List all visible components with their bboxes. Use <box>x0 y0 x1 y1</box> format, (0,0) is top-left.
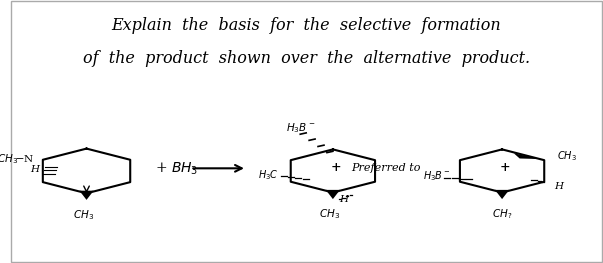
Text: $CH_3$: $CH_3$ <box>320 207 341 221</box>
Text: of  the  product  shown  over  the  alternative  product.: of the product shown over the alternativ… <box>83 50 530 67</box>
Text: $CH_?$: $CH_?$ <box>492 207 513 221</box>
Text: $CH_3$: $CH_3$ <box>73 208 94 221</box>
Text: $H_3B^-$: $H_3B^-$ <box>423 169 450 183</box>
Text: H: H <box>554 182 563 191</box>
Text: +: + <box>500 160 510 174</box>
Text: $H_3B^-$: $H_3B^-$ <box>286 121 315 135</box>
Text: H: H <box>30 165 39 174</box>
Polygon shape <box>80 191 93 200</box>
Text: H: H <box>339 195 348 204</box>
Text: Explain  the  basis  for  the  selective  formation: Explain the basis for the selective form… <box>112 17 501 34</box>
Text: +: + <box>330 160 341 174</box>
Polygon shape <box>495 190 509 199</box>
Text: Preferred to: Preferred to <box>352 163 421 173</box>
Text: $CH_3$─N: $CH_3$─N <box>0 152 34 165</box>
Text: $CH_3$: $CH_3$ <box>557 149 576 163</box>
Polygon shape <box>514 153 541 159</box>
Text: $H_3C$: $H_3C$ <box>257 168 278 182</box>
Polygon shape <box>326 190 340 199</box>
Text: + $BH_3$: + $BH_3$ <box>155 160 198 176</box>
